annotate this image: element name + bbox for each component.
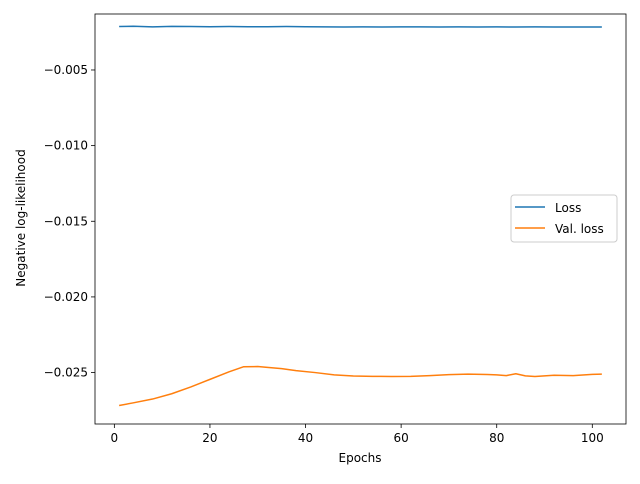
y-tick-label: −0.010 [44,139,88,153]
x-tick-label: 0 [111,431,119,445]
x-tick-label: 40 [298,431,313,445]
x-axis-label: Epochs [339,451,382,465]
series-line-val-loss [119,365,602,407]
x-tick-label: 80 [489,431,504,445]
legend-val-loss-label: Val. loss [555,222,604,236]
legend: Loss Val. loss [510,194,618,243]
plot-frame [94,13,627,425]
series-line-loss [119,25,602,28]
y-tick-label: −0.005 [44,63,88,77]
axes-layer: 0 20 40 60 80 100 −0.005 −0.010 −0.015 −0.020 −0.0… [44,13,627,445]
y-tick-label: −0.015 [44,214,88,228]
y-tick-label: −0.025 [44,366,88,380]
legend-loss-label: Loss [555,201,581,215]
series-layer [119,25,602,407]
x-tick-label: 60 [393,431,408,445]
x-tick-label: 20 [202,431,217,445]
y-tick-label: −0.020 [44,290,88,304]
y-axis-label: Negative log-likelihood [14,149,28,286]
x-tick-label: 100 [581,431,604,445]
